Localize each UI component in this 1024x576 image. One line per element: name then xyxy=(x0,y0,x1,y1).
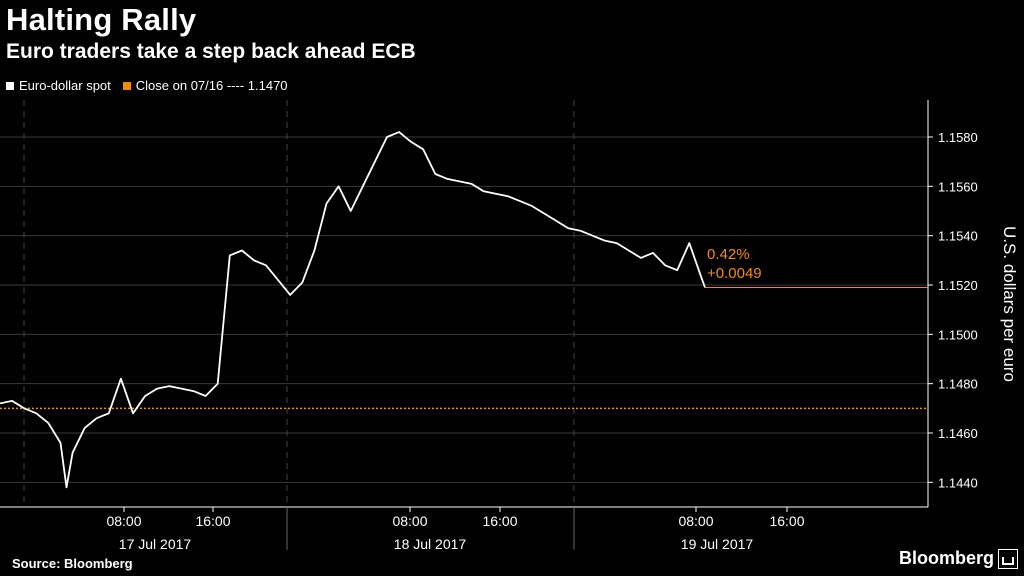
bloomberg-terminal-icon xyxy=(998,548,1018,569)
y-tick-label: 1.1460 xyxy=(938,426,978,441)
series-line-euro-dollar xyxy=(0,131,706,489)
y-tick-label: 1.1500 xyxy=(938,327,978,342)
y-axis-title: U.S. dollars per euro xyxy=(1000,226,1019,382)
legend-label-spot: Euro-dollar spot xyxy=(19,78,111,93)
legend-swatch-spot xyxy=(6,81,14,90)
x-time-label: 16:00 xyxy=(482,513,517,529)
y-tick-label: 1.1440 xyxy=(938,475,978,490)
x-time-label: 08:00 xyxy=(106,513,141,529)
legend-swatch-close xyxy=(122,81,131,90)
y-tick-label: 1.1560 xyxy=(938,179,978,194)
x-time-label: 16:00 xyxy=(195,513,230,529)
x-time-label: 16:00 xyxy=(769,513,804,529)
legend-item-close: Close on 07/16 ---- 1.1470 xyxy=(122,78,288,93)
x-time-label: 08:00 xyxy=(392,513,427,529)
annotation-change: +0.0049 xyxy=(707,265,762,282)
annotation-pct: 0.42% xyxy=(707,246,750,263)
legend: Euro-dollar spot Close on 07/16 ---- 1.1… xyxy=(6,78,300,93)
chart-subtitle: Euro traders take a step back ahead ECB xyxy=(6,40,416,63)
source-note: Source: Bloomberg xyxy=(12,556,133,571)
x-day-label: 17 Jul 2017 xyxy=(119,536,192,552)
y-tick-label: 1.1580 xyxy=(938,130,978,145)
x-day-label: 18 Jul 2017 xyxy=(394,536,467,552)
bloomberg-logo: Bloomberg xyxy=(899,548,1018,569)
y-tick-label: 1.1540 xyxy=(938,229,978,244)
legend-item-spot: Euro-dollar spot xyxy=(6,78,111,93)
y-tick-label: 1.1480 xyxy=(938,377,978,392)
legend-label-close: Close on 07/16 ---- 1.1470 xyxy=(135,78,288,93)
brand-name: Bloomberg xyxy=(898,548,994,568)
x-day-label: 19 Jul 2017 xyxy=(681,536,754,552)
x-time-label: 08:00 xyxy=(678,513,713,529)
y-tick-label: 1.1520 xyxy=(938,278,978,293)
chart-title: Halting Rally xyxy=(6,2,197,37)
